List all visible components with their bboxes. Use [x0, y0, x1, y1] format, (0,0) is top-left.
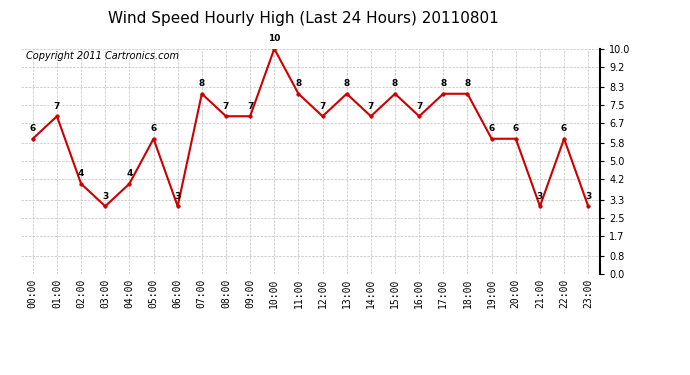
Text: 3: 3: [537, 192, 543, 201]
Text: 3: 3: [175, 192, 181, 201]
Text: 8: 8: [440, 79, 446, 88]
Text: 7: 7: [416, 102, 422, 111]
Text: 8: 8: [464, 79, 471, 88]
Text: 7: 7: [247, 102, 253, 111]
Text: Wind Speed Hourly High (Last 24 Hours) 20110801: Wind Speed Hourly High (Last 24 Hours) 2…: [108, 11, 499, 26]
Text: 10: 10: [268, 34, 280, 43]
Text: 8: 8: [344, 79, 350, 88]
Text: 8: 8: [392, 79, 398, 88]
Text: 3: 3: [102, 192, 108, 201]
Text: 8: 8: [199, 79, 205, 88]
Text: 6: 6: [561, 124, 567, 133]
Text: 6: 6: [150, 124, 157, 133]
Text: 6: 6: [30, 124, 36, 133]
Text: 4: 4: [126, 169, 132, 178]
Text: 6: 6: [513, 124, 519, 133]
Text: Copyright 2011 Cartronics.com: Copyright 2011 Cartronics.com: [26, 51, 179, 61]
Text: 7: 7: [54, 102, 60, 111]
Text: 7: 7: [319, 102, 326, 111]
Text: 4: 4: [78, 169, 84, 178]
Text: 7: 7: [368, 102, 374, 111]
Text: 7: 7: [223, 102, 229, 111]
Text: 6: 6: [489, 124, 495, 133]
Text: 8: 8: [295, 79, 302, 88]
Text: 3: 3: [585, 192, 591, 201]
